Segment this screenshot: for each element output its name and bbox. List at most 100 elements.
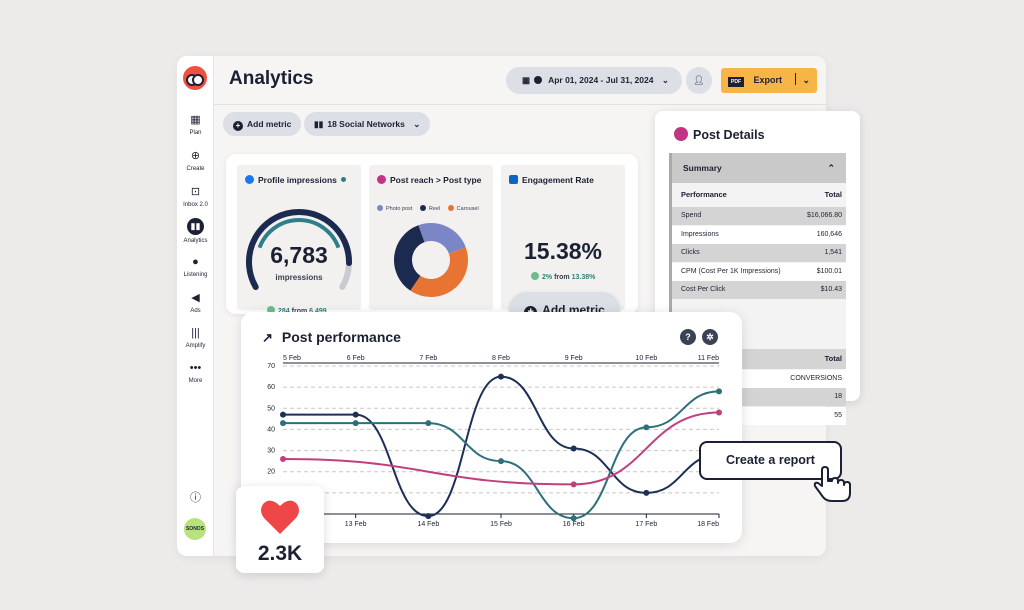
chevron-down-icon: ⌄	[413, 119, 421, 129]
x-tick-label-top: 7 Feb	[419, 355, 437, 362]
metric-cards: Profile impressions 6,783 impressions 28…	[226, 154, 638, 315]
instagram-icon	[674, 127, 688, 141]
amplify-icon: |||	[191, 327, 200, 339]
data-point	[570, 515, 577, 522]
calendar-icon: ▦	[522, 75, 531, 85]
megaphone-icon: ◀	[191, 292, 200, 304]
performance-icon: ↗	[262, 330, 273, 345]
status-dot	[340, 177, 346, 182]
data-point	[570, 445, 577, 452]
data-point	[352, 420, 359, 427]
sidebar-item-amplify[interactable]: ||| Amplify	[185, 327, 206, 349]
post-performance-card: ↗Post performance ? ✲ 102030405060705 Fe…	[241, 312, 742, 543]
card-post-reach[interactable]: Post reach > Post type Photo post Reel C…	[369, 165, 493, 310]
user-icon: 👤︎	[693, 75, 705, 85]
sidebar-item-more[interactable]: ••• More	[188, 362, 203, 384]
donut-slice	[394, 225, 425, 291]
data-point	[425, 513, 432, 520]
card-profile-impressions[interactable]: Profile impressions 6,783 impressions 28…	[237, 165, 361, 315]
summary-toggle[interactable]: Summary ⌃	[672, 153, 846, 183]
chevron-down-icon: ⌄	[661, 75, 669, 85]
trend-up-icon	[531, 272, 539, 280]
x-tick-label-top: 11 Feb	[698, 355, 719, 362]
impressions-unit: impressions	[275, 273, 323, 282]
impressions-value: 6,783	[270, 242, 328, 268]
likes-count: 2.3K	[257, 542, 303, 565]
plus-circle-icon: ⊕	[190, 150, 201, 162]
help-circle-icon: ⓘ	[190, 492, 201, 504]
x-tick-label-bottom: 13 Feb	[345, 521, 367, 528]
impressions-trend: 284 from 6,499	[267, 306, 327, 315]
donut-slice	[410, 247, 468, 297]
reach-legend: Photo post Reel Carousel	[377, 205, 479, 212]
data-point	[643, 489, 650, 496]
card-engagement-rate[interactable]: Engagement Rate 15.38% 2% from 13.38%	[501, 165, 625, 310]
plus-icon: +	[233, 121, 243, 131]
sidebar-item-plan[interactable]: ▦ Plan	[189, 114, 202, 136]
y-tick-label: 70	[267, 363, 275, 370]
post-performance-title: Post performance	[281, 329, 401, 345]
impressions-gauge	[246, 209, 352, 290]
pointer-hand-icon	[813, 466, 851, 502]
bar-chart-icon: ▮▮	[187, 218, 204, 235]
instagram-icon	[377, 175, 386, 184]
sidebar-item-listening[interactable]: ● Listening	[183, 256, 208, 278]
y-tick-label: 60	[267, 384, 275, 391]
user-filter-button[interactable]: 👤︎	[686, 67, 712, 94]
reach-donut-chart	[394, 223, 468, 297]
post-details-title: Post Details	[693, 128, 765, 142]
lightbulb-icon: ●	[192, 256, 199, 268]
data-point	[280, 420, 286, 427]
x-tick-label-top: 10 Feb	[635, 355, 657, 362]
likes-card: 2.3K	[236, 486, 324, 573]
create-report-button[interactable]: Create a report	[699, 441, 842, 480]
trend-up-icon	[267, 306, 275, 314]
y-tick-label: 40	[267, 426, 275, 433]
linkedin-icon	[509, 175, 518, 184]
export-button[interactable]: PDF Export ⌄	[721, 68, 817, 93]
avatar[interactable]: SONOS	[184, 518, 206, 540]
gear-icon[interactable]: ✲	[702, 329, 718, 345]
x-tick-label-top: 9 Feb	[565, 355, 583, 362]
data-point	[498, 458, 504, 465]
chevron-up-icon: ⌃	[827, 163, 835, 173]
social-networks-dropdown[interactable]: ▮▮ 18 Social Networks ⌄	[304, 112, 431, 136]
owl-logo-icon[interactable]	[183, 66, 207, 90]
gauge-inner-arc	[257, 218, 341, 249]
y-tick-label: 30	[267, 448, 275, 455]
dot-icon	[534, 76, 543, 84]
x-tick-label-bottom: 14 Feb	[417, 521, 439, 528]
sidebar-item-analytics[interactable]: ▮▮ Analytics	[177, 218, 214, 244]
engagement-value: 15.38%	[523, 238, 602, 264]
data-point	[425, 420, 432, 427]
x-tick-label-bottom: 16 Feb	[563, 521, 585, 528]
facebook-icon	[245, 175, 254, 184]
table-header: Performance Total	[681, 190, 842, 199]
sidebar: ▦ Plan ⊕ Create ⊡ Inbox 2.0 ▮▮ Analytics…	[177, 56, 214, 556]
add-metric-button[interactable]: + Add metric	[223, 112, 302, 136]
more-icon: •••	[189, 362, 202, 374]
date-range-picker[interactable]: ▦ Apr 01, 2024 - Jul 31, 2024 ⌄	[506, 67, 682, 94]
donut-slice	[418, 223, 466, 254]
y-tick-label: 50	[267, 405, 275, 412]
data-point	[280, 456, 286, 463]
help-button[interactable]: ⓘ	[177, 491, 214, 505]
data-point	[570, 481, 577, 488]
sidebar-item-ads[interactable]: ◀ Ads	[190, 292, 201, 314]
x-tick-label-top: 5 Feb	[283, 355, 301, 362]
series-line	[283, 390, 720, 520]
data-point	[352, 411, 359, 418]
x-tick-label-bottom: 15 Feb	[490, 521, 512, 528]
table-row: Cost Per Click $10.43	[672, 281, 846, 299]
data-point	[498, 373, 504, 380]
sidebar-item-create[interactable]: ⊕ Create	[186, 150, 205, 172]
calendar-icon: ▦	[190, 114, 201, 126]
data-point	[280, 411, 286, 418]
sidebar-item-inbox[interactable]: ⊡ Inbox 2.0	[183, 186, 208, 208]
table-row: Impressions 160,646	[672, 226, 846, 244]
post-details-panel: Post Details Summary ⌃ Performance Total S…	[655, 111, 860, 425]
help-button[interactable]: ?	[680, 329, 696, 345]
inbox-icon: ⊡	[190, 186, 201, 198]
x-tick-label-top: 6 Feb	[347, 355, 365, 362]
